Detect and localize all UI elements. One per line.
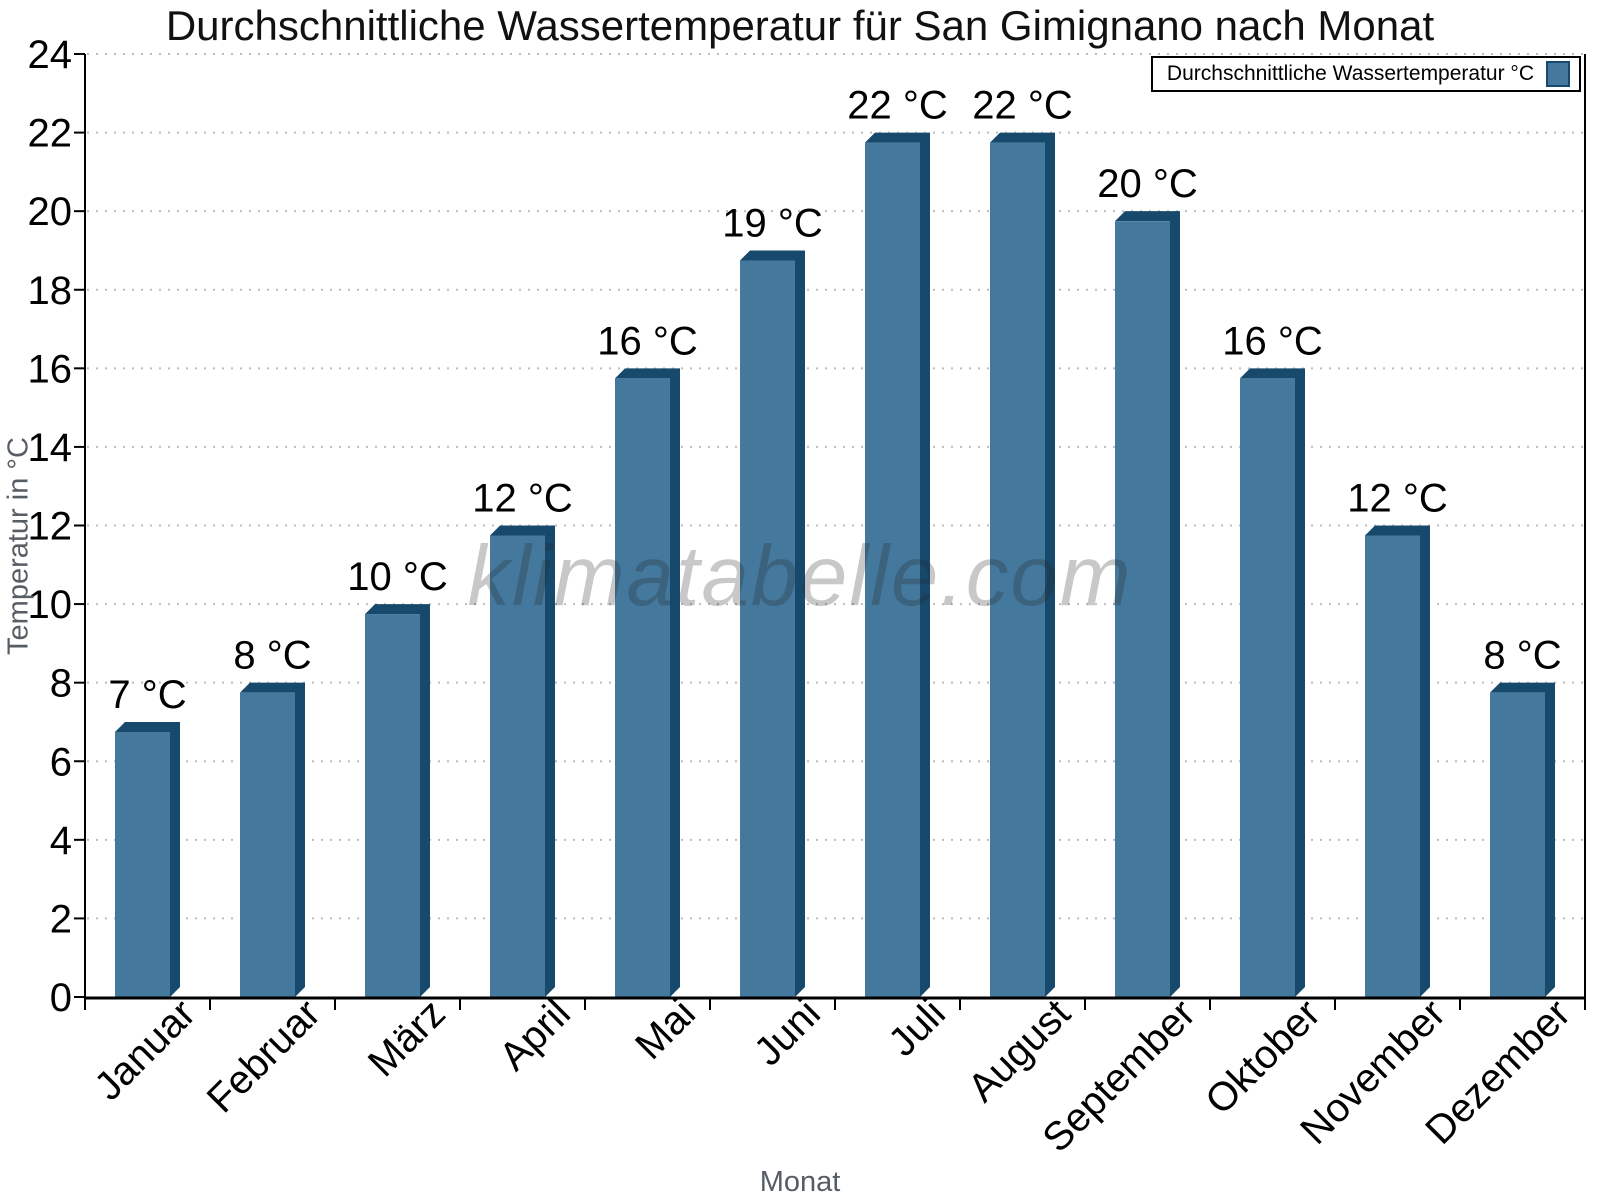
bar (1490, 692, 1545, 997)
bar (1240, 378, 1295, 997)
y-axis-title: Temperatur in °C (2, 437, 35, 655)
bar-value-label: 19 °C (722, 201, 823, 245)
bar-value-label: 10 °C (347, 555, 448, 599)
bar (990, 142, 1045, 998)
y-tick-label: 22 (28, 112, 73, 156)
bar-edge (1115, 211, 1180, 997)
y-tick-label: 14 (28, 426, 73, 470)
month-label: Juli (880, 991, 954, 1065)
bar (1115, 221, 1170, 997)
y-tick-label: 18 (28, 269, 73, 313)
month-label: April (491, 991, 579, 1079)
y-tick-label: 6 (50, 740, 72, 784)
bar-edge (615, 368, 680, 997)
bar (240, 692, 295, 997)
bar-edge (240, 682, 305, 997)
bar-edge (1240, 368, 1305, 997)
bar (865, 142, 920, 998)
y-tick-label: 12 (28, 505, 73, 549)
bar-value-label: 7 °C (108, 673, 186, 717)
chart-title: Durchschnittliche Wassertemperatur für S… (165, 2, 1435, 49)
bar (490, 535, 545, 997)
month-label: August (960, 991, 1079, 1110)
bar-edge (490, 525, 555, 997)
bar-value-label: 8 °C (233, 634, 311, 678)
month-label: Januar (86, 991, 204, 1109)
bar-edge (115, 721, 180, 997)
bar (365, 614, 420, 997)
bar-value-label: 22 °C (847, 84, 948, 128)
y-tick-label: 10 (28, 583, 73, 627)
bar (115, 731, 170, 997)
y-tick-label: 0 (50, 976, 72, 1020)
bar (1365, 535, 1420, 997)
legend-label: Durchschnittliche Wassertemperatur °C (1166, 62, 1534, 85)
bar-value-label: 22 °C (972, 84, 1073, 128)
legend: Durchschnittliche Wassertemperatur °C (1150, 56, 1581, 92)
y-tick-label: 20 (28, 190, 73, 234)
bar-value-label: 16 °C (597, 319, 698, 363)
y-tick-label: 2 (50, 897, 72, 941)
bar-edge (865, 132, 930, 998)
bar-edge (1490, 682, 1555, 997)
bar-value-label: 16 °C (1222, 319, 1323, 363)
bar-edge (365, 604, 430, 997)
bar-edge (1365, 525, 1430, 997)
month-label: Oktober (1197, 991, 1329, 1123)
bar (615, 378, 670, 997)
month-label: Februar (199, 991, 329, 1121)
y-tick-label: 8 (50, 662, 72, 706)
legend-swatch-icon (1546, 61, 1570, 87)
bar-edge (740, 250, 805, 998)
bar (740, 260, 795, 997)
y-tick-label: 4 (50, 819, 72, 863)
month-label: Mai (627, 991, 704, 1068)
month-label: Juni (746, 991, 829, 1074)
bar-value-label: 12 °C (472, 477, 573, 521)
bar-value-label: 20 °C (1097, 162, 1198, 206)
bar-value-label: 8 °C (1483, 634, 1561, 678)
x-axis-title: Monat (759, 1166, 841, 1198)
bar-edge (990, 132, 1055, 998)
y-tick-label: 24 (28, 33, 73, 77)
month-label: März (360, 991, 454, 1085)
y-tick-label: 16 (28, 347, 73, 391)
bar-value-label: 12 °C (1347, 477, 1448, 521)
